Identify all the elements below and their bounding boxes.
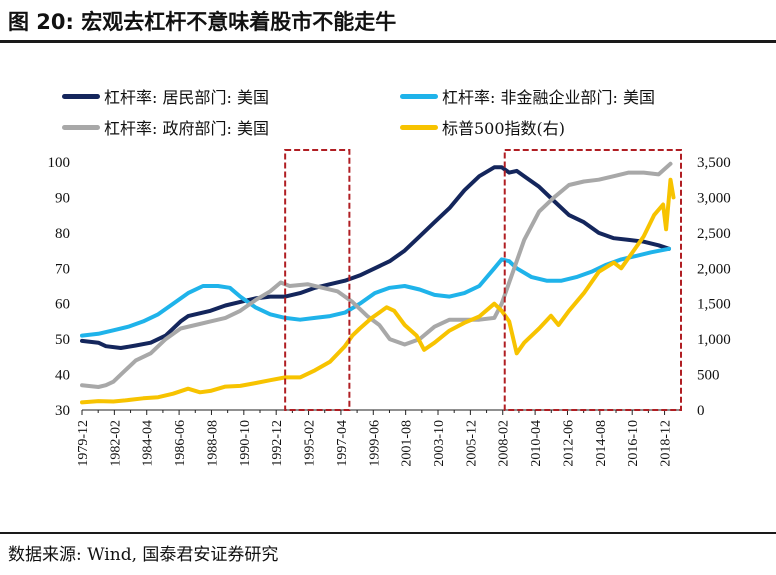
x-axis-tick-label: 1990-10 [238, 420, 253, 467]
x-axis-tick-label: 1984-04 [141, 420, 156, 467]
legend-label-household: 杠杆率: 居民部门: 美国 [104, 88, 269, 107]
legend-label-sp500: 标普500指数(右) [442, 119, 566, 138]
x-axis-tick-label: 2001-08 [400, 420, 415, 467]
x-axis-tick-label: 1988-08 [205, 420, 220, 467]
left-axis-tick-label: 100 [48, 155, 71, 171]
x-axis-tick-label: 1992-12 [270, 420, 285, 467]
legend-swatch-corporate [400, 93, 438, 99]
legend-swatch-household [62, 93, 100, 99]
x-axis-tick-label: 1997-04 [335, 420, 350, 467]
highlight-box-0 [284, 149, 351, 411]
highlight-box-1 [503, 149, 682, 411]
series-line-3 [80, 177, 676, 405]
left-axis-tick-label: 70 [55, 261, 70, 277]
x-axis-tick-label: 1982-02 [108, 420, 123, 467]
x-axis-tick-label: 2012-06 [561, 420, 576, 467]
legend-item-government: 杠杆率: 政府部门: 美国 [62, 115, 269, 139]
left-axis-tick-label: 80 [55, 226, 70, 242]
x-axis-tick-label: 2016-10 [626, 420, 641, 467]
legend-swatch-government [62, 124, 100, 130]
legend-label-corporate: 杠杆率: 非金融企业部门: 美国 [442, 88, 655, 107]
right-axis-tick-label: 3,500 [697, 155, 731, 171]
right-axis-tick-label: 2,000 [697, 261, 731, 277]
left-axis-tick-label: 40 [55, 368, 70, 384]
x-axis-tick-label: 2010-04 [529, 420, 544, 467]
x-axis-tick-label: 2003-10 [432, 420, 447, 467]
footer-divider [0, 532, 776, 534]
legend-item-household: 杠杆率: 居民部门: 美国 [62, 84, 269, 108]
title-divider [0, 40, 776, 43]
left-axis-tick-label: 60 [55, 297, 70, 313]
source-note: 数据来源: Wind, 国泰君安证券研究 [8, 545, 279, 565]
x-axis-tick-label: 2018-12 [659, 420, 674, 467]
x-axis-tick-label: 1979-12 [76, 420, 91, 467]
right-axis-tick-label: 2,500 [697, 226, 731, 242]
left-axis-tick-label: 90 [55, 190, 70, 206]
x-axis-tick-label: 1999-06 [367, 420, 382, 467]
right-axis-tick-label: 1,000 [697, 332, 731, 348]
legend-item-corporate: 杠杆率: 非金融企业部门: 美国 [400, 84, 655, 108]
series-line-2 [80, 161, 673, 389]
x-axis-tick-label: 2014-08 [594, 420, 609, 467]
legend-item-sp500: 标普500指数(右) [400, 115, 565, 139]
x-axis-tick-label: 1986-06 [173, 420, 188, 467]
series-line-0 [80, 165, 671, 350]
legend-label-government: 杠杆率: 政府部门: 美国 [104, 119, 269, 138]
page-title: 图 20: 宏观去杠杆不意味着股市不能走牛 [8, 10, 397, 34]
series-line-1 [80, 246, 671, 338]
right-axis-tick-label: 3,000 [697, 190, 731, 206]
x-axis-tick-label: 2008-02 [497, 420, 512, 467]
left-axis-tick-label: 50 [55, 332, 70, 348]
x-axis-tick-label: 2005-12 [464, 420, 479, 467]
right-axis-tick-label: 0 [697, 403, 705, 419]
legend-swatch-sp500 [400, 124, 438, 130]
left-axis-tick-label: 30 [55, 403, 70, 419]
x-axis-tick-label: 1995-02 [303, 420, 318, 467]
right-axis-tick-label: 500 [697, 368, 720, 384]
right-axis-tick-label: 1,500 [697, 297, 731, 313]
